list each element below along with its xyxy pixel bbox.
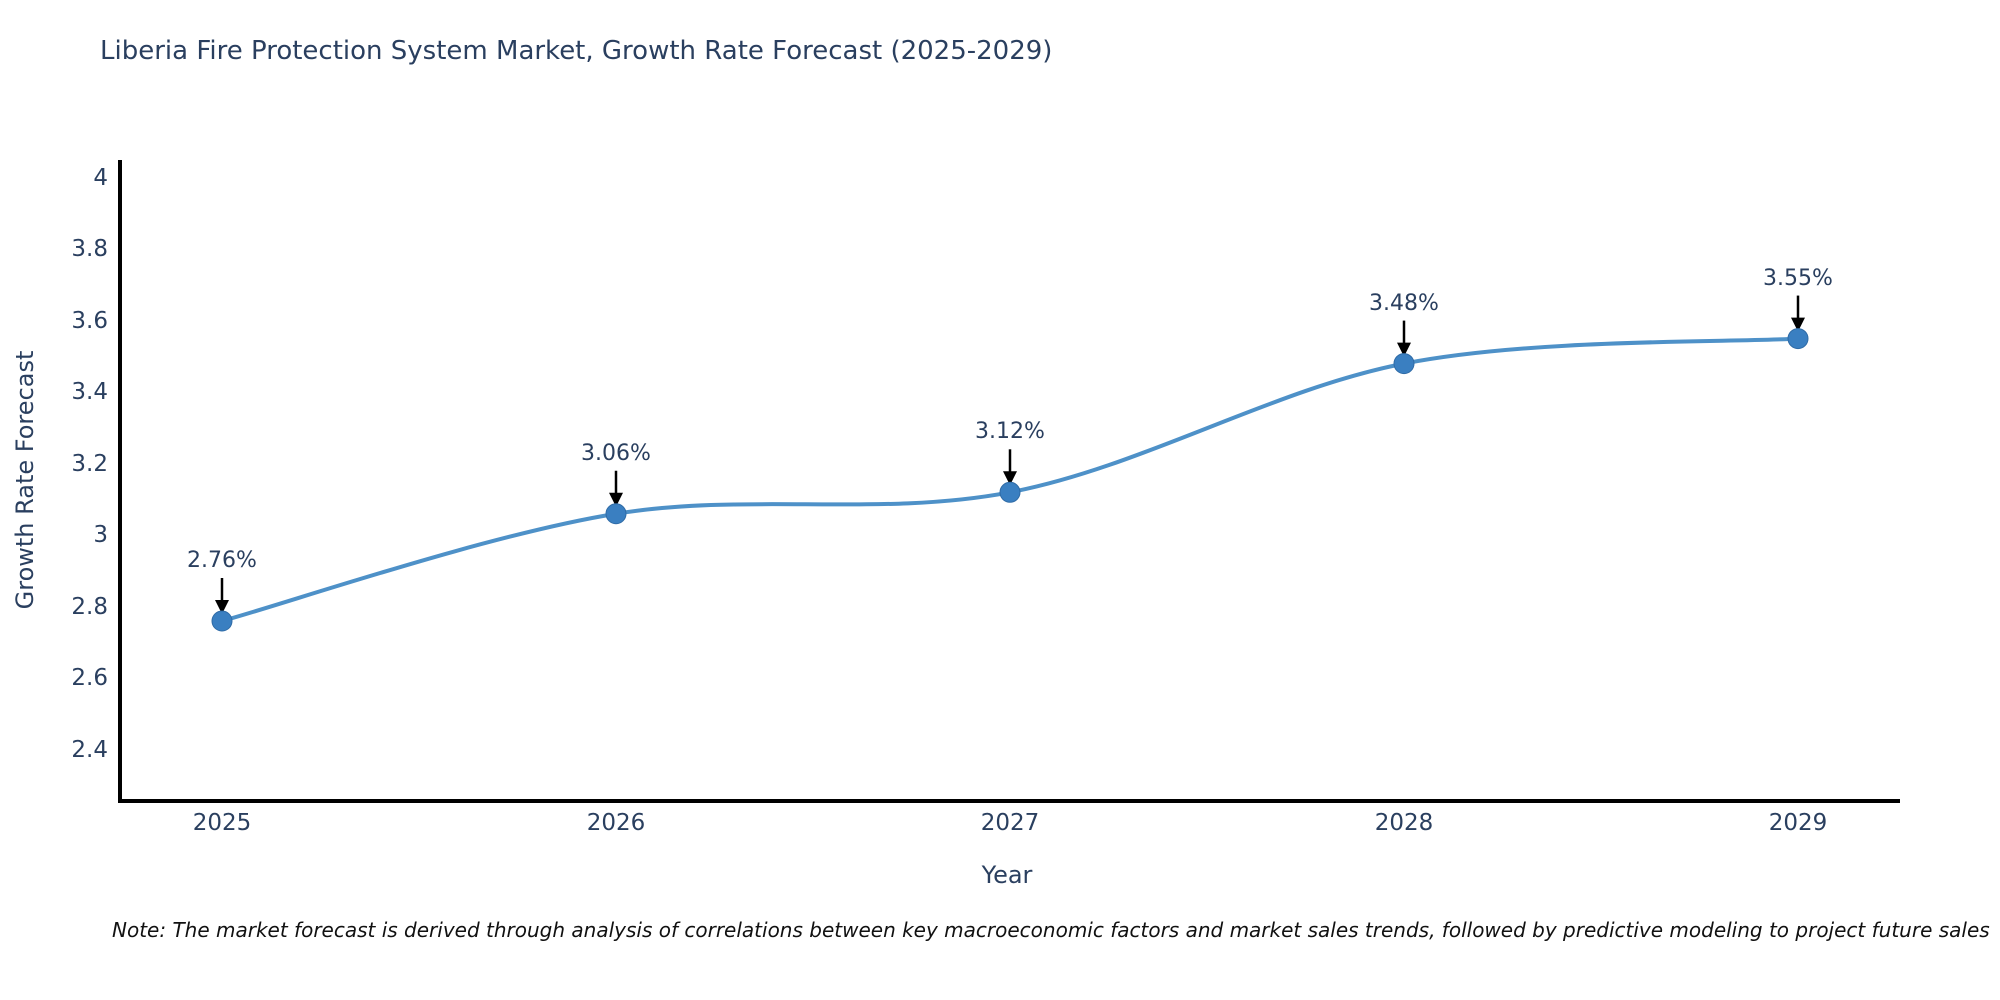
footnote: Note: The market forecast is derived thr…	[112, 918, 1990, 942]
annotation-arrow-head	[1397, 342, 1411, 357]
y-axis-title: Growth Rate Forecast	[11, 350, 39, 610]
y-tick-label: 3	[93, 522, 108, 549]
data-point-label: 3.55%	[1763, 265, 1833, 291]
y-tick-label: 3.2	[71, 450, 108, 477]
data-point-label: 2.76%	[187, 547, 257, 573]
data-point-marker[interactable]	[211, 610, 233, 632]
y-axis-line	[118, 160, 122, 803]
annotation-arrow-head	[1003, 471, 1017, 486]
annotation-arrow-head	[215, 599, 229, 614]
y-tick-label: 2.8	[71, 593, 108, 620]
y-tick-label: 4	[93, 164, 108, 191]
annotation-arrow-head	[609, 492, 623, 507]
chart-title: Liberia Fire Protection System Market, G…	[100, 36, 1053, 66]
data-point-label: 3.06%	[581, 440, 651, 466]
y-tick-label: 3.6	[71, 307, 108, 334]
data-point-marker[interactable]	[1393, 353, 1415, 375]
x-tick-label: 2029	[1768, 810, 1828, 836]
x-tick-label: 2025	[192, 810, 252, 836]
x-tick-label: 2027	[980, 810, 1040, 836]
data-point-label: 3.12%	[975, 419, 1045, 445]
x-tick-label: 2026	[586, 810, 646, 836]
y-tick-label: 2.4	[71, 736, 108, 763]
x-tick-label: 2028	[1374, 810, 1434, 836]
x-axis-title: Year	[981, 861, 1033, 889]
data-point-label: 3.48%	[1369, 290, 1439, 316]
y-tick-label: 3.8	[71, 236, 108, 263]
data-point-marker[interactable]	[1787, 328, 1809, 350]
data-point-marker[interactable]	[605, 503, 627, 525]
annotation-arrow-head	[1791, 317, 1805, 332]
data-point-marker[interactable]	[999, 481, 1021, 503]
y-tick-label: 2.6	[71, 665, 108, 692]
y-tick-label: 3.4	[71, 379, 108, 406]
x-axis-line	[118, 799, 1900, 803]
